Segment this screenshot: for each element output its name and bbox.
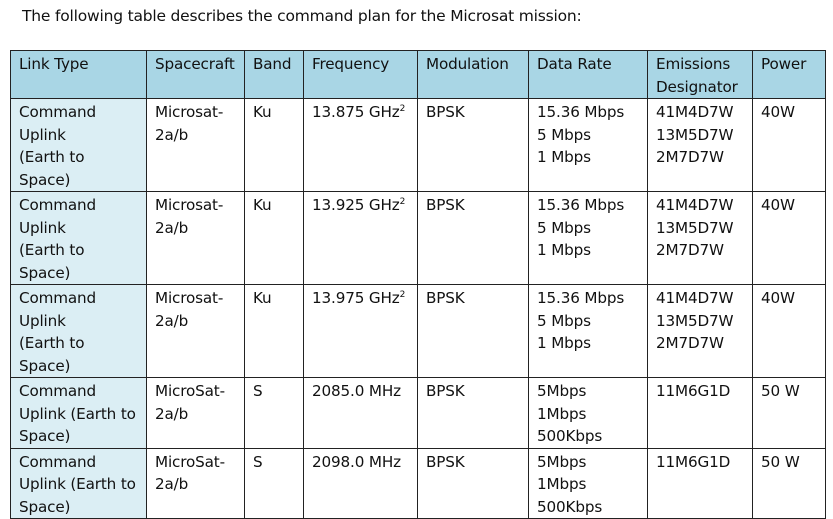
header-data-rate: Data Rate: [528, 50, 648, 99]
table-row: Command Uplink (Earth to Space) Microsat…: [10, 284, 826, 378]
cell-emissions-designator: 41M4D7W 13M5D7W 2M7D7W: [647, 284, 753, 378]
cell-band: S: [244, 447, 304, 519]
header-spacecraft: Spacecraft: [146, 50, 245, 99]
table-row: Command Uplink (Earth to Space) Microsat…: [10, 98, 826, 192]
cell-spacecraft: Microsat- 2a/b: [146, 284, 245, 378]
cell-frequency: 13.875 GHz2: [303, 98, 418, 192]
cell-link-type: Command Uplink (Earth to Space): [10, 284, 147, 378]
table-row: Command Uplink (Earth to Space) Microsat…: [10, 191, 826, 285]
cell-data-rate: 15.36 Mbps 5 Mbps 1 Mbps: [528, 191, 648, 285]
command-plan-table: Link Type Spacecraft Band Frequency Modu…: [10, 50, 826, 519]
cell-power: 50 W: [752, 447, 826, 519]
header-band: Band: [244, 50, 304, 99]
cell-frequency: 2098.0 MHz: [303, 447, 418, 519]
cell-frequency: 2085.0 MHz: [303, 377, 418, 449]
cell-emissions-designator: 41M4D7W 13M5D7W 2M7D7W: [647, 191, 753, 285]
cell-power: 40W: [752, 191, 826, 285]
cell-data-rate: 5Mbps 1Mbps 500Kbps: [528, 447, 648, 519]
table-header-row: Link Type Spacecraft Band Frequency Modu…: [10, 50, 826, 99]
cell-emissions-designator: 41M4D7W 13M5D7W 2M7D7W: [647, 98, 753, 192]
footnote-marker: 2: [399, 104, 406, 114]
header-link-type: Link Type: [10, 50, 147, 99]
header-frequency: Frequency: [303, 50, 418, 99]
frequency-value: 13.925 GHz: [312, 196, 400, 214]
frequency-value: 13.875 GHz: [312, 103, 400, 121]
cell-frequency: 13.975 GHz2: [303, 284, 418, 378]
cell-data-rate: 5Mbps 1Mbps 500Kbps: [528, 377, 648, 449]
table-row: Command Uplink (Earth to Space) MicroSat…: [10, 377, 826, 449]
cell-power: 40W: [752, 98, 826, 192]
cell-data-rate: 15.36 Mbps 5 Mbps 1 Mbps: [528, 284, 648, 378]
cell-spacecraft: MicroSat- 2a/b: [146, 377, 245, 449]
cell-band: Ku: [244, 284, 304, 378]
cell-power: 50 W: [752, 377, 826, 449]
frequency-value: 2085.0 MHz: [312, 382, 401, 400]
cell-link-type: Command Uplink (Earth to Space): [10, 98, 147, 192]
cell-spacecraft: Microsat- 2a/b: [146, 98, 245, 192]
cell-modulation: BPSK: [417, 98, 529, 192]
cell-modulation: BPSK: [417, 447, 529, 519]
cell-emissions-designator: 11M6G1D: [647, 377, 753, 449]
header-emissions-designator: Emissions Designator: [647, 50, 753, 99]
header-modulation: Modulation: [417, 50, 529, 99]
cell-emissions-designator: 11M6G1D: [647, 447, 753, 519]
cell-link-type: Command Uplink (Earth to Space): [10, 191, 147, 285]
cell-spacecraft: MicroSat- 2a/b: [146, 447, 245, 519]
footnote-marker: 2: [399, 197, 406, 207]
cell-band: Ku: [244, 191, 304, 285]
cell-modulation: BPSK: [417, 377, 529, 449]
cell-link-type: Command Uplink (Earth to Space): [10, 377, 147, 449]
cell-data-rate: 15.36 Mbps 5 Mbps 1 Mbps: [528, 98, 648, 192]
cell-power: 40W: [752, 284, 826, 378]
table-row: Command Uplink (Earth to Space) MicroSat…: [10, 447, 826, 519]
cell-link-type: Command Uplink (Earth to Space): [10, 447, 147, 519]
frequency-value: 2098.0 MHz: [312, 452, 401, 471]
cell-modulation: BPSK: [417, 191, 529, 285]
cell-spacecraft: Microsat- 2a/b: [146, 191, 245, 285]
cell-modulation: BPSK: [417, 284, 529, 378]
footnote-marker: 2: [399, 290, 406, 300]
header-power: Power: [752, 50, 826, 99]
intro-text: The following table describes the comman…: [22, 7, 582, 25]
frequency-value: 13.975 GHz: [312, 289, 400, 307]
cell-band: S: [244, 377, 304, 449]
cell-frequency: 13.925 GHz2: [303, 191, 418, 285]
cell-band: Ku: [244, 98, 304, 192]
